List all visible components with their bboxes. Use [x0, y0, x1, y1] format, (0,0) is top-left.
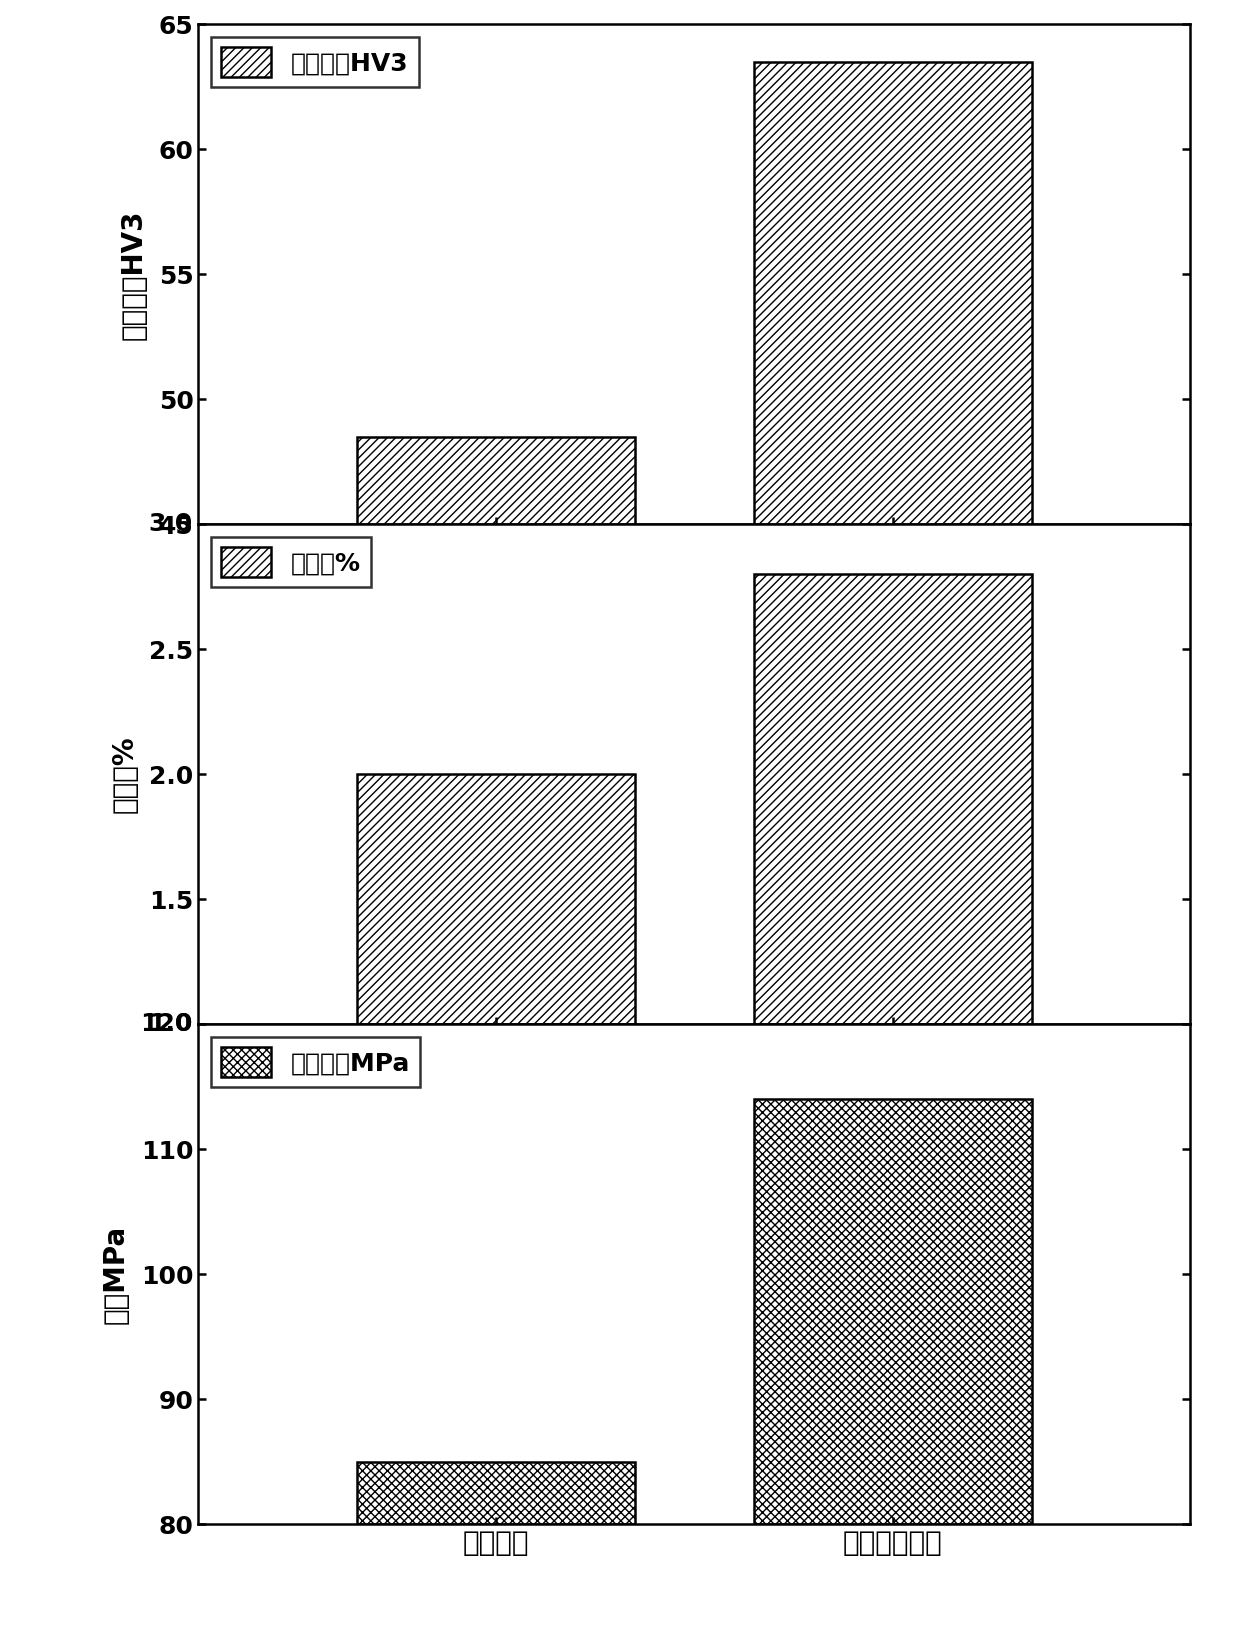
Bar	[357, 774, 635, 1024]
Bar	[754, 1099, 1032, 1524]
Legend: 维氏硬度HV3: 维氏硬度HV3	[211, 37, 419, 88]
Legend: 拉伸强度MPa: 拉伸强度MPa	[211, 1037, 420, 1087]
Bar	[754, 62, 1032, 1630]
Y-axis label: 延伸率%: 延伸率%	[110, 735, 138, 813]
Text: 1.0: 1.0	[148, 1012, 192, 1037]
Y-axis label: 拉伸MPa: 拉伸MPa	[102, 1224, 130, 1324]
Bar	[754, 574, 1032, 1024]
Bar	[357, 1462, 635, 1524]
Text: 3.0: 3.0	[148, 512, 192, 536]
Text: 120: 120	[140, 1012, 192, 1037]
Legend: 延伸率%: 延伸率%	[211, 536, 371, 587]
Bar	[357, 437, 635, 1630]
Y-axis label: 维氏硬度HV3: 维氏硬度HV3	[119, 209, 148, 339]
